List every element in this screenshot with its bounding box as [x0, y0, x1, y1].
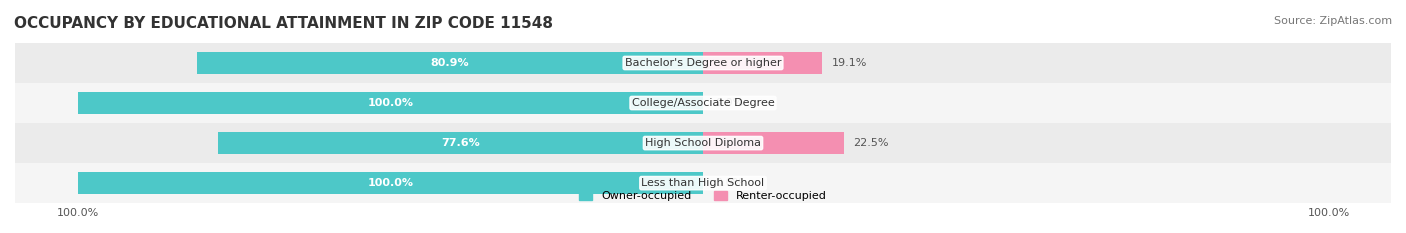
Text: 0.0%: 0.0%	[716, 178, 744, 188]
Bar	[197, 52, 703, 74]
Bar	[218, 132, 703, 154]
Text: 100.0%: 100.0%	[367, 98, 413, 108]
Bar	[15, 123, 1391, 163]
Text: 100.0%: 100.0%	[367, 178, 413, 188]
Legend: Owner-occupied, Renter-occupied: Owner-occupied, Renter-occupied	[575, 187, 831, 206]
Bar	[703, 52, 823, 74]
Text: 77.6%: 77.6%	[441, 138, 479, 148]
Bar	[77, 172, 703, 194]
Bar	[15, 43, 1391, 83]
Text: Less than High School: Less than High School	[641, 178, 765, 188]
Text: 19.1%: 19.1%	[832, 58, 868, 68]
Text: 80.9%: 80.9%	[430, 58, 470, 68]
Text: OCCUPANCY BY EDUCATIONAL ATTAINMENT IN ZIP CODE 11548: OCCUPANCY BY EDUCATIONAL ATTAINMENT IN Z…	[14, 16, 553, 31]
Bar	[77, 92, 703, 114]
Text: 0.0%: 0.0%	[716, 98, 744, 108]
Bar	[703, 132, 844, 154]
Bar	[15, 83, 1391, 123]
Text: High School Diploma: High School Diploma	[645, 138, 761, 148]
Text: College/Associate Degree: College/Associate Degree	[631, 98, 775, 108]
Text: Bachelor's Degree or higher: Bachelor's Degree or higher	[624, 58, 782, 68]
Bar	[15, 163, 1391, 203]
Text: Source: ZipAtlas.com: Source: ZipAtlas.com	[1274, 16, 1392, 26]
Text: 22.5%: 22.5%	[853, 138, 889, 148]
